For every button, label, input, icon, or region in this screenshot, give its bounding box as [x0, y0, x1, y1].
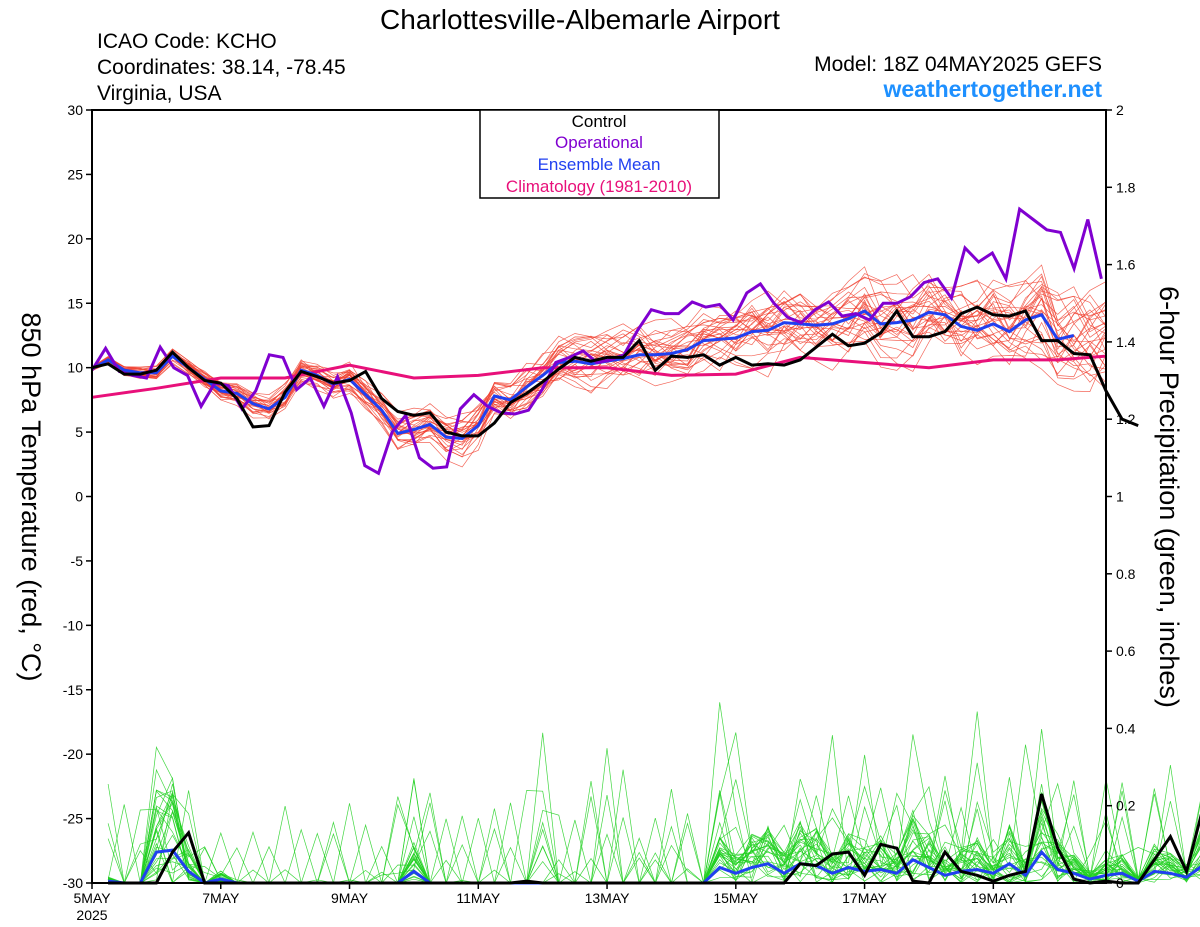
y-tick-label-right: 1.4 — [1116, 334, 1136, 350]
member-precip-line — [108, 779, 1200, 885]
legend-box — [479, 109, 720, 199]
y-tick-label-left: 10 — [67, 360, 83, 376]
member-precip-line — [108, 779, 1200, 884]
member-temp-line — [91, 290, 1107, 450]
y-axis-label-right: 6-hour Precipitation (green, inches) — [1154, 286, 1184, 708]
x-tick-label: 15MAY — [713, 890, 759, 906]
y-tick-label-right: 0 — [1116, 875, 1124, 891]
x-tick-label: 7MAY — [202, 890, 240, 906]
y-tick-label-left: 20 — [67, 231, 83, 247]
y-tick-label-right: 1.6 — [1116, 257, 1136, 273]
legend-control: Control — [572, 112, 627, 131]
y-tick-label-right: 1.8 — [1116, 179, 1136, 195]
legend: Control Operational Ensemble Mean Climat… — [479, 109, 720, 199]
x-tick-year: 2025 — [76, 907, 107, 923]
x-tick-label: 13MAY — [585, 890, 631, 906]
legend-operational: Operational — [555, 133, 643, 152]
legend-climatology: Climatology (1981-2010) — [506, 177, 692, 196]
x-tick-label: 5MAY — [73, 890, 111, 906]
y-tick-label-right: 2 — [1116, 102, 1124, 118]
x-tick-label: 19MAY — [971, 890, 1017, 906]
y-tick-label-left: -15 — [63, 682, 83, 698]
y-tick-label-right: 0.2 — [1116, 798, 1136, 814]
member-precip-line — [107, 778, 1200, 884]
y-tick-label-left: 5 — [75, 424, 83, 440]
control-temp-line — [91, 305, 1139, 438]
operational-temp-line — [90, 206, 1103, 476]
y-tick-label-right: 1 — [1116, 489, 1124, 505]
y-tick-label-right: 1.2 — [1116, 411, 1136, 427]
y-tick-label-left: -5 — [71, 553, 84, 569]
y-axis-label-left: 850 hPa Temperature (red, °C) — [16, 313, 46, 682]
chart-title: Charlottesville-Albemarle Airport — [380, 4, 780, 35]
y-tick-label-left: -20 — [63, 746, 83, 762]
member-temp-line — [91, 290, 1107, 440]
y-tick-label-left: 25 — [67, 166, 83, 182]
ensemble-mean-temp-line — [91, 309, 1075, 441]
plot-frame — [91, 109, 1107, 884]
member-temp-line — [91, 279, 1107, 452]
model-run: Model: 18Z 04MAY2025 GEFS — [814, 53, 1102, 76]
y-tick-label-left: -30 — [63, 875, 83, 891]
y-tick-label-right: 0.8 — [1116, 566, 1136, 582]
member-temp-line — [91, 309, 1107, 457]
x-tick-label: 11MAY — [456, 890, 500, 906]
y-tick-label-left: -10 — [63, 617, 83, 633]
member-temp-line — [91, 284, 1107, 443]
y-tick-label-left: 30 — [67, 102, 83, 118]
icao-code: ICAO Code: KCHO — [97, 30, 277, 53]
x-tick-label: 9MAY — [331, 890, 369, 906]
coordinates: Coordinates: 38.14, -78.45 — [97, 56, 346, 79]
y-tick-label-right: 0.6 — [1116, 643, 1136, 659]
region: Virginia, USA — [97, 82, 222, 105]
x-tick-label: 17MAY — [842, 890, 888, 906]
member-temp-line — [91, 264, 1107, 437]
member-temp-line — [91, 273, 1107, 439]
legend-ensemble-mean: Ensemble Mean — [538, 155, 661, 174]
member-temp-line — [91, 301, 1107, 426]
climatology-temp-line — [91, 354, 1107, 399]
y-tick-label-right: 0.4 — [1116, 720, 1136, 736]
site-link[interactable]: weathertogether.net — [882, 76, 1102, 102]
y-tick-label-left: 15 — [67, 295, 83, 311]
y-tick-label-left: -25 — [63, 811, 83, 827]
y-tick-label-left: 0 — [75, 489, 83, 505]
member-temp-line — [91, 302, 1107, 446]
